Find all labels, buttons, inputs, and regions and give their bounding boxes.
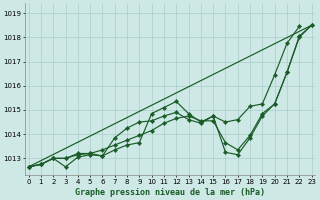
- X-axis label: Graphe pression niveau de la mer (hPa): Graphe pression niveau de la mer (hPa): [75, 188, 265, 197]
